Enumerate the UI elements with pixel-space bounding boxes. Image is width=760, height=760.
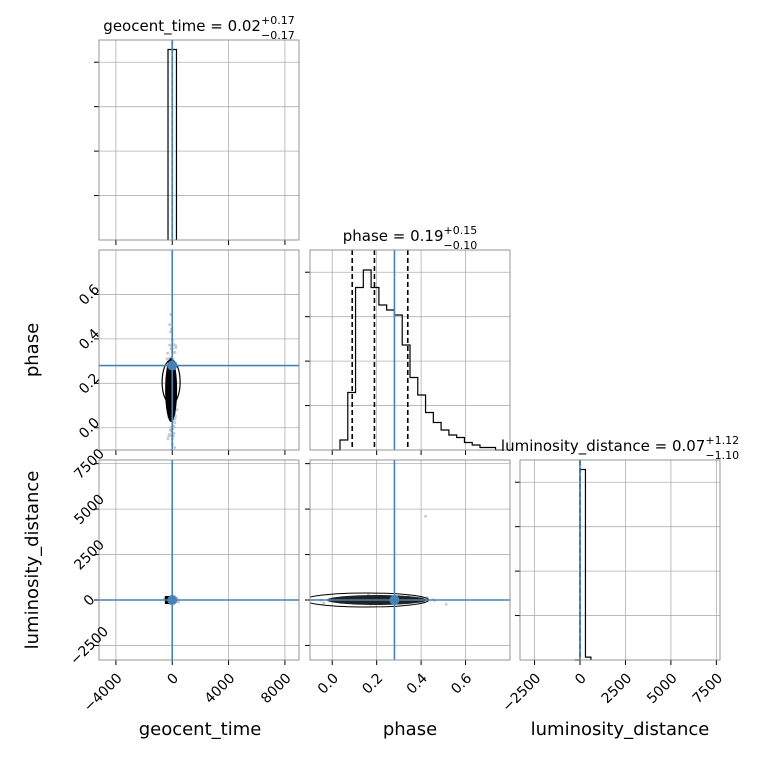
panel-geocent-time-vs-phase-sample-106 (166, 437, 170, 441)
hist-phase-frame (309, 249, 511, 451)
panel-left-luminosity-distance-ytick-label-1: 0 (81, 592, 99, 610)
panel-bottom-luminosity-distance-xtick-label-4: 7500 (690, 670, 727, 707)
panel-phase-vs-luminosity-distance-sample-34 (444, 602, 448, 606)
hist-luminosity-distance-title: luminosity_distance = 0.07+1.12 (501, 434, 739, 456)
panel-left-luminosity-distance-ytick-label-0: −2500 (67, 624, 112, 669)
panel-phase-vs-luminosity-distance-truth-marker (389, 595, 400, 605)
panel-bottom-phase-xtick-label-1: 0.2 (359, 670, 386, 697)
panel-bottom-luminosity-distance-xtick-label-1: 0 (572, 670, 590, 688)
panel-geocent-time-vs-phase-sample-48 (172, 454, 175, 457)
y-axis-label-phase: phase (22, 323, 43, 377)
panel-geocent-time-vs-phase-contour (161, 359, 181, 405)
hist-luminosity-distance-title-value: luminosity_distance = 0.07 (501, 437, 705, 456)
hist-phase-steps (332, 269, 504, 451)
panel-bottom-luminosity-distance-xtick-label-3: 5000 (644, 670, 681, 707)
panel-geocent-time-vs-phase-sample-61 (172, 351, 176, 354)
panel-geocent-time-vs-luminosity-distance-content (99, 460, 299, 660)
y-axis-label-luminosity-distance: luminosity_distance (22, 471, 43, 650)
panel-phase-vs-luminosity-distance-frame (309, 459, 511, 661)
panel-geocent-time-vs-phase-sample-74 (172, 431, 176, 435)
hist-geocent-time-title-plus: +0.17 (261, 14, 295, 27)
panel-geocent-time-vs-phase-sample-79 (175, 408, 179, 412)
panel-bottom-phase-xtick-label-0: 0.0 (315, 670, 342, 697)
hist-phase-title-minus: −0.10 (444, 239, 478, 252)
panel-geocent-time-vs-phase-truth-marker (167, 360, 178, 371)
panel-geocent-time-vs-phase-frame (98, 249, 300, 451)
panel-phase-vs-luminosity-distance-content (310, 460, 510, 660)
panel-geocent-time-vs-phase-sample-53 (166, 351, 169, 355)
panel-geocent-time-vs-phase-sample-126 (174, 344, 178, 348)
panel-geocent-time-vs-phase-sample-134 (172, 424, 176, 428)
hist-luminosity-distance-title-plus: +1.12 (705, 434, 739, 447)
panel-bottom-geocent-time-xtick-label-2: 4000 (202, 670, 239, 707)
panel-geocent-time-vs-phase-sample-102 (173, 417, 177, 421)
hist-geocent-time-frame (98, 39, 300, 241)
panel-bottom-phase-xtick-label-3: 0.6 (448, 670, 475, 697)
panel-phase-vs-luminosity-distance-sample-140 (424, 514, 427, 518)
panel-left-luminosity-distance-ytick-label-3: 5000 (71, 491, 108, 528)
panel-left-luminosity-distance-ytick-label-4: 7500 (71, 446, 108, 483)
hist-luminosity-distance-frame (519, 459, 721, 661)
hist-phase-title-plus: +0.15 (444, 224, 478, 237)
x-axis-label-luminosity-distance: luminosity_distance (531, 719, 710, 740)
panel-geocent-time-vs-luminosity-distance-frame (98, 459, 300, 661)
panel-bottom-geocent-time-xtick-label-3: 8000 (258, 670, 295, 707)
panel-bottom-geocent-time-xtick-label-0: −4000 (81, 670, 126, 715)
panel-bottom-geocent-time-xtick-label-1: 0 (164, 670, 182, 688)
panel-geocent-time-vs-luminosity-distance-truth-marker (167, 595, 178, 605)
panel-phase-vs-luminosity-distance-samples (318, 514, 448, 606)
panel-phase-vs-luminosity-distance-sample-49 (322, 601, 326, 605)
x-axis-label-geocent-time: geocent_time (139, 719, 262, 740)
panel-geocent-time-vs-phase-sample-115 (167, 434, 171, 438)
hist-geocent-time-title-value: geocent_time = 0.02 (103, 17, 261, 36)
panel-bottom-phase-xtick-label-2: 0.4 (404, 670, 431, 697)
panel-bottom-luminosity-distance-xtick-label-2: 2500 (599, 670, 636, 707)
hist-phase-title-value: phase = 0.19 (343, 227, 444, 245)
panel-geocent-time-vs-phase-sample-94 (169, 330, 172, 334)
hist-phase-title: phase = 0.19+0.15 (343, 224, 478, 245)
panel-geocent-time-vs-phase-sample-20 (173, 446, 177, 449)
x-axis-label-phase: phase (383, 719, 437, 740)
hist-geocent-time-title-minus: −0.17 (261, 29, 295, 42)
panel-geocent-time-vs-phase-sample-122 (165, 357, 169, 361)
hist-geocent-time-title: geocent_time = 0.02+0.17 (103, 14, 294, 36)
panel-bottom-luminosity-distance-xtick-label-0: −2500 (500, 670, 545, 715)
panel-geocent-time-vs-phase-sample-98 (168, 323, 171, 326)
hist-luminosity-distance-steps (574, 468, 592, 661)
hist-luminosity-distance-title-minus: −1.10 (705, 449, 739, 462)
panel-geocent-time-vs-phase-content (99, 250, 299, 457)
panel-left-luminosity-distance-ytick-label-2: 2500 (71, 537, 108, 574)
panel-geocent-time-vs-phase-density-core (165, 358, 178, 422)
